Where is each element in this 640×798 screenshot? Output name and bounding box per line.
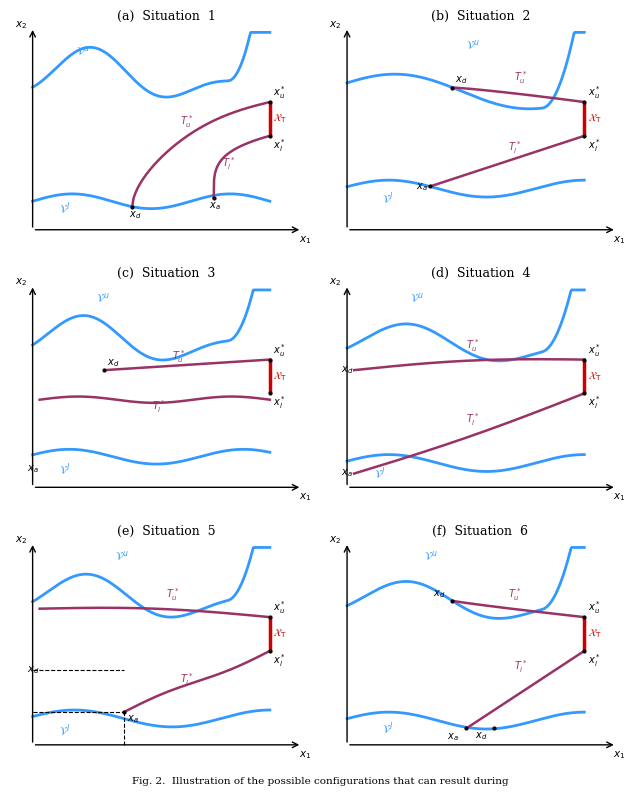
Text: $\mathcal{X}_\mathrm{T}$: $\mathcal{X}_\mathrm{T}$	[588, 113, 602, 125]
Text: $T_u^*$: $T_u^*$	[180, 113, 193, 130]
Text: $x_a$: $x_a$	[127, 713, 138, 725]
Text: $\mathcal{V}^l$: $\mathcal{V}^l$	[382, 720, 394, 737]
Text: $T_l^*$: $T_l^*$	[222, 156, 236, 172]
Text: $x_u^*$: $x_u^*$	[273, 85, 286, 101]
Text: $x_u^*$: $x_u^*$	[588, 85, 601, 101]
Title: (b)  Situation  2: (b) Situation 2	[431, 10, 530, 23]
Text: $x_1$: $x_1$	[299, 749, 311, 760]
Text: $x_d$: $x_d$	[433, 589, 445, 600]
Text: $x_l^*$: $x_l^*$	[273, 652, 286, 669]
Title: (f)  Situation  6: (f) Situation 6	[433, 525, 529, 538]
Text: $T_l^*$: $T_l^*$	[180, 671, 193, 688]
Text: $\mathcal{V}^l$: $\mathcal{V}^l$	[60, 201, 70, 217]
Text: $\mathcal{V}^u$: $\mathcal{V}^u$	[115, 549, 129, 563]
Text: $\mathcal{V}^u$: $\mathcal{V}^u$	[76, 45, 90, 58]
Title: (c)  Situation  3: (c) Situation 3	[116, 267, 215, 280]
Text: $x_l^*$: $x_l^*$	[273, 394, 286, 411]
Text: $x_2$: $x_2$	[15, 19, 27, 31]
Text: $x_a$: $x_a$	[27, 464, 38, 476]
Text: $\mathcal{V}^l$: $\mathcal{V}^l$	[382, 190, 394, 207]
Text: $x_2$: $x_2$	[15, 277, 27, 288]
Text: $\mathcal{V}^l$: $\mathcal{V}^l$	[60, 461, 70, 478]
Text: $\mathcal{V}^u$: $\mathcal{V}^u$	[424, 549, 438, 563]
Title: (a)  Situation  1: (a) Situation 1	[116, 10, 216, 23]
Text: $x_u^*$: $x_u^*$	[588, 342, 601, 358]
Text: $x_u^*$: $x_u^*$	[588, 599, 601, 616]
Text: $\mathcal{V}^l$: $\mathcal{V}^l$	[374, 466, 385, 482]
Text: $T_l^*$: $T_l^*$	[509, 139, 522, 156]
Text: $T_u^*$: $T_u^*$	[172, 348, 185, 365]
Text: $x_l^*$: $x_l^*$	[588, 652, 601, 669]
Text: $x_2$: $x_2$	[329, 19, 342, 31]
Text: $x_u^*$: $x_u^*$	[273, 599, 286, 616]
Text: $x_2$: $x_2$	[329, 277, 342, 288]
Text: $x_2$: $x_2$	[329, 534, 342, 546]
Text: $T_l^*$: $T_l^*$	[514, 658, 527, 675]
Text: $x_2$: $x_2$	[15, 534, 27, 546]
Text: $x_d$: $x_d$	[107, 357, 119, 369]
Text: $x_d$: $x_d$	[27, 664, 39, 676]
Text: $x_l^*$: $x_l^*$	[588, 137, 601, 154]
Text: $x_d$: $x_d$	[455, 74, 467, 86]
Text: $x_l^*$: $x_l^*$	[273, 137, 286, 154]
Text: $x_1$: $x_1$	[613, 749, 625, 760]
Text: $x_a$: $x_a$	[416, 182, 428, 193]
Text: $x_1$: $x_1$	[613, 492, 625, 504]
Text: $x_l^*$: $x_l^*$	[588, 394, 601, 411]
Text: $T_l^*$: $T_l^*$	[467, 411, 479, 428]
Text: $x_1$: $x_1$	[613, 234, 625, 246]
Text: $x_d$: $x_d$	[129, 209, 141, 221]
Text: $\mathcal{V}^u$: $\mathcal{V}^u$	[96, 291, 109, 306]
Text: $\mathcal{X}_\mathrm{T}$: $\mathcal{X}_\mathrm{T}$	[273, 370, 287, 383]
Text: $x_1$: $x_1$	[299, 234, 311, 246]
Text: $x_d$: $x_d$	[342, 364, 354, 376]
Text: $\mathcal{X}_\mathrm{T}$: $\mathcal{X}_\mathrm{T}$	[273, 113, 287, 125]
Text: $x_1$: $x_1$	[299, 492, 311, 504]
Text: $T_u^*$: $T_u^*$	[514, 69, 527, 86]
Text: $x_u^*$: $x_u^*$	[273, 342, 286, 358]
Text: $x_a$: $x_a$	[447, 731, 458, 743]
Text: $\mathcal{V}^u$: $\mathcal{V}^u$	[410, 291, 424, 306]
Text: $\mathcal{X}_\mathrm{T}$: $\mathcal{X}_\mathrm{T}$	[273, 627, 287, 641]
Text: $T_l^*$: $T_l^*$	[152, 398, 165, 415]
Text: $T_u^*$: $T_u^*$	[467, 338, 479, 354]
Text: $\mathcal{V}^l$: $\mathcal{V}^l$	[60, 722, 70, 739]
Title: (d)  Situation  4: (d) Situation 4	[431, 267, 530, 280]
Text: $x_a$: $x_a$	[342, 468, 353, 480]
Text: $T_u^*$: $T_u^*$	[166, 587, 179, 603]
Text: $\mathcal{X}_\mathrm{T}$: $\mathcal{X}_\mathrm{T}$	[588, 370, 602, 383]
Text: $x_a$: $x_a$	[209, 200, 221, 212]
Text: $x_d$: $x_d$	[475, 730, 487, 742]
Title: (e)  Situation  5: (e) Situation 5	[116, 525, 215, 538]
Text: $T_u^*$: $T_u^*$	[509, 587, 522, 603]
Text: $\mathcal{V}^u$: $\mathcal{V}^u$	[467, 38, 480, 52]
Text: Fig. 2.  Illustration of the possible configurations that can result during: Fig. 2. Illustration of the possible con…	[132, 777, 508, 786]
Text: $\mathcal{X}_\mathrm{T}$: $\mathcal{X}_\mathrm{T}$	[588, 627, 602, 641]
